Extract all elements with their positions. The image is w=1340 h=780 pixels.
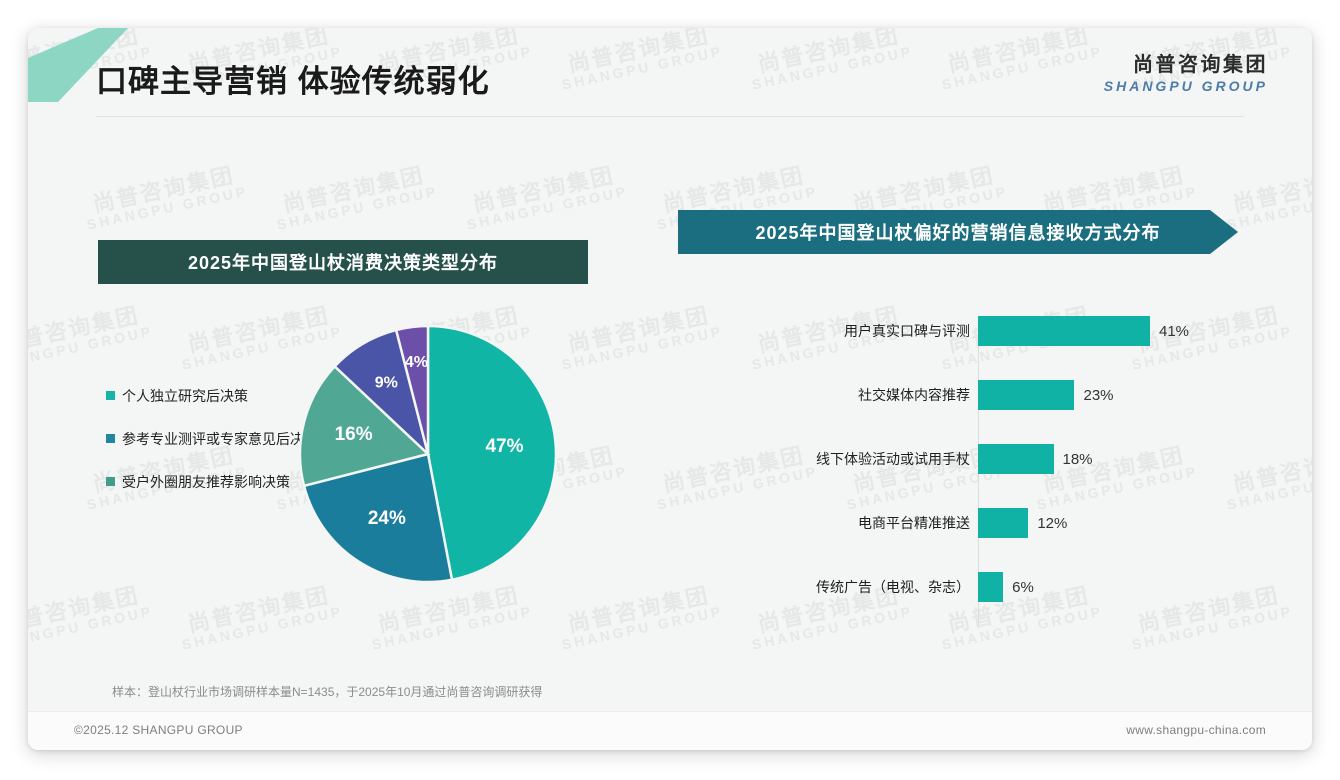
bar-chart-row: 用户真实口碑与评测 41% xyxy=(728,316,1288,346)
bar-track: 6% xyxy=(978,572,1288,602)
pie-slice-label: 9% xyxy=(375,375,398,392)
slide-footer: ©2025.12 SHANGPU GROUP www.shangpu-china… xyxy=(28,711,1312,750)
bar-value-label: 12% xyxy=(1037,514,1068,532)
pie-slice[interactable] xyxy=(302,452,454,584)
legend-swatch-icon xyxy=(106,434,115,443)
pie-legend-item[interactable]: 个人独立研究后决策 xyxy=(106,386,328,407)
bar-category-label: 传统广告（电视、杂志） xyxy=(816,579,970,595)
bar-value-label: 18% xyxy=(1062,450,1093,468)
pie-legend-item[interactable]: 受户外圈朋友推荐影响决策 xyxy=(106,472,328,493)
banner-right: 2025年中国登山杖偏好的营销信息接收方式分布 xyxy=(678,210,1238,254)
logo-english-name: SHANGPU GROUP xyxy=(1103,78,1268,94)
bar-value-label: 6% xyxy=(1012,578,1034,596)
bar-category-label: 电商平台精准推送 xyxy=(858,515,970,531)
legend-swatch-icon xyxy=(106,391,115,400)
bar-chart-row: 电商平台精准推送 12% xyxy=(728,508,1288,538)
bar-chart-row: 线下体验活动或试用手杖 18% xyxy=(728,444,1288,474)
pie-slice-label: 4% xyxy=(405,354,428,371)
banner-right-shape: 2025年中国登山杖偏好的营销信息接收方式分布 xyxy=(678,210,1238,254)
bar-track: 41% xyxy=(978,316,1288,346)
bar-track: 23% xyxy=(978,380,1288,410)
bar-fill[interactable] xyxy=(978,508,1029,538)
logo-chinese-name: 尚普咨询集团 xyxy=(1133,54,1268,76)
pie-slice[interactable] xyxy=(298,364,431,488)
pie-chart-svg: 47% 24% 16% 9% 4% xyxy=(298,324,558,584)
slide-header: 口碑主导营销 体验传统弱化 尚普咨询集团 SHANGPU GROUP xyxy=(28,28,1312,117)
banner-connector-shape xyxy=(28,28,128,102)
pie-slice[interactable] xyxy=(426,324,558,582)
banner-left: 2025年中国登山杖消费决策类型分布 xyxy=(98,240,588,284)
bar-track: 12% xyxy=(978,508,1288,538)
bar-chart-section: 用户真实口碑与评测 41% 社交媒体内容推荐 23% 线下体验活动或试用手杖 18% 电商平… xyxy=(728,310,1288,640)
bar-category-label: 线下体验活动或试用手杖 xyxy=(816,451,970,467)
pie-legend-label: 参考专业测评或专家意见后决策 xyxy=(122,431,318,447)
pie-slice[interactable] xyxy=(394,324,430,455)
bar-chart-row: 社交媒体内容推荐 23% xyxy=(728,380,1288,410)
bar-value-label: 41% xyxy=(1159,322,1190,340)
page-title: 口碑主导营销 体验传统弱化 xyxy=(96,64,490,99)
pie-chart: 47% 24% 16% 9% 4% xyxy=(298,324,558,584)
pie-slice-label: 47% xyxy=(485,436,523,457)
bar-chart-row: 传统广告（电视、杂志） 6% xyxy=(728,572,1288,602)
legend-swatch-icon xyxy=(106,477,115,486)
bar-fill[interactable] xyxy=(978,444,1054,474)
pie-legend-item[interactable]: 参考专业测评或专家意见后决策 xyxy=(106,429,328,450)
bar-fill[interactable] xyxy=(978,572,1004,602)
footer-website[interactable]: www.shangpu-china.com xyxy=(1126,723,1266,737)
pie-chart-section: 个人独立研究后决策参考专业测评或专家意见后决策 受户外圈朋友推荐影响决策 47% 2… xyxy=(28,298,668,658)
bar-fill[interactable] xyxy=(978,380,1075,410)
pie-slice-label: 24% xyxy=(368,508,406,529)
banner-left-label: 2025年中国登山杖消费决策类型分布 xyxy=(187,253,499,273)
bar-fill[interactable] xyxy=(978,316,1150,346)
banner-right-label: 2025年中国登山杖偏好的营销信息接收方式分布 xyxy=(755,223,1161,243)
bar-value-label: 23% xyxy=(1083,386,1114,404)
footer-copyright: ©2025.12 SHANGPU GROUP xyxy=(74,723,243,737)
bar-category-label: 社交媒体内容推荐 xyxy=(858,387,970,403)
banner-area: 2025年中国登山杖消费决策类型分布 2025年中国登山杖偏好的营销信息接收方式… xyxy=(28,28,1312,750)
bar-category-label: 用户真实口碑与评测 xyxy=(844,323,970,339)
pie-slice-label: 16% xyxy=(335,424,373,445)
pie-legend-label: 受户外圈朋友推荐影响决策 xyxy=(122,474,290,490)
pie-legend-label: 个人独立研究后决策 xyxy=(122,388,248,404)
header-divider xyxy=(96,116,1244,117)
bar-track: 18% xyxy=(978,444,1288,474)
source-footnote: 样本：登山杖行业市场调研样本量N=1435，于2025年10月通过尚普咨询调研获… xyxy=(112,685,543,699)
brand-logo: 尚普咨询集团 SHANGPU GROUP xyxy=(1104,54,1268,95)
pie-legend: 个人独立研究后决策参考专业测评或专家意见后决策 受户外圈朋友推荐影响决策 xyxy=(106,386,328,493)
